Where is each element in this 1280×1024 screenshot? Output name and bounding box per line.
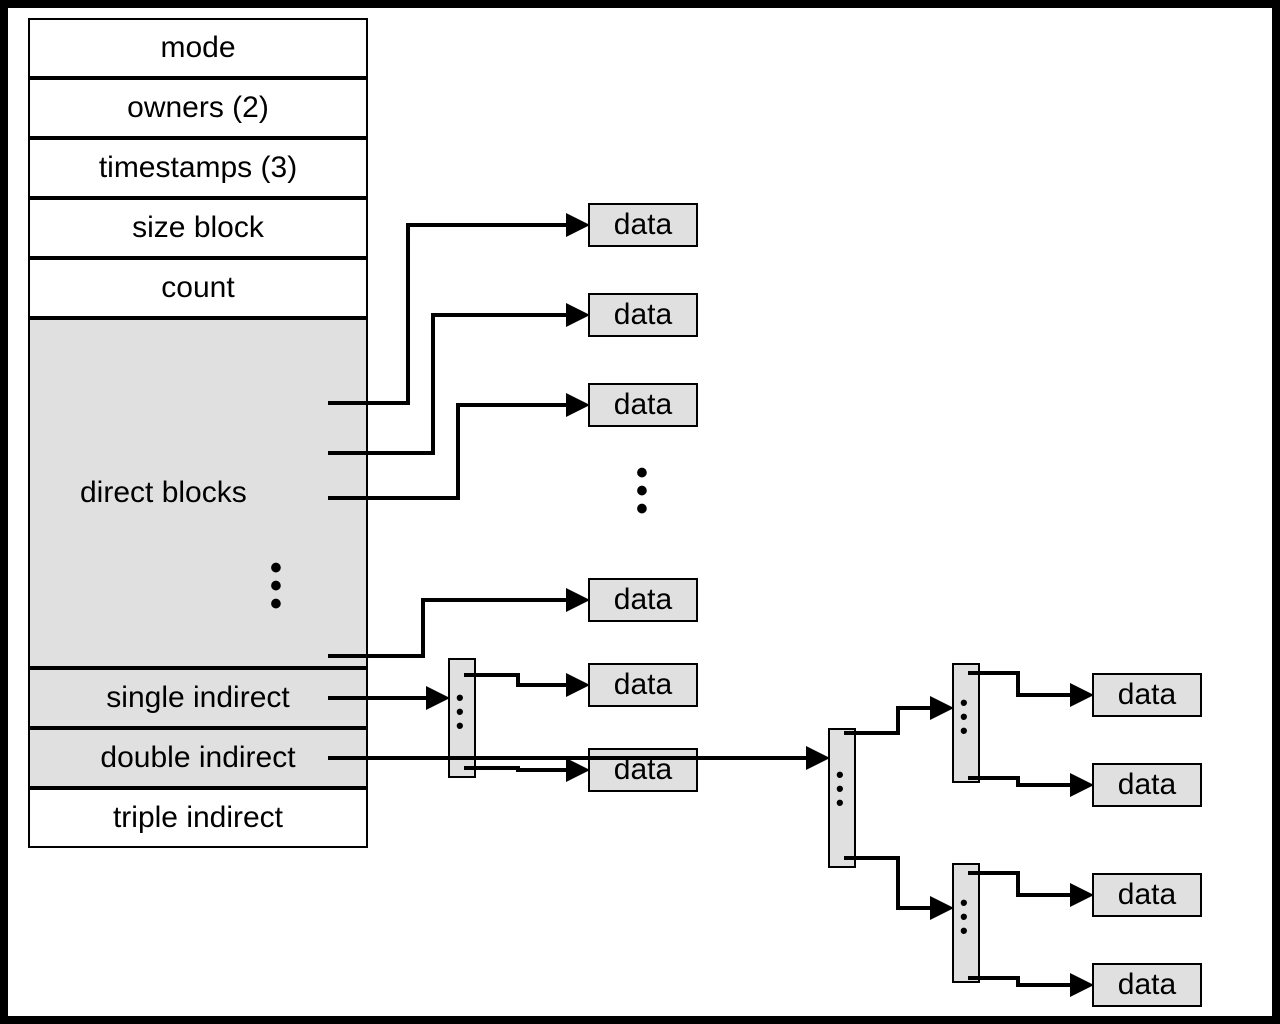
label: single indirect <box>106 681 289 715</box>
dots-icon: ••• <box>836 770 844 812</box>
inode-cell-single-indirect: single indirect <box>28 668 368 728</box>
label: direct blocks <box>80 476 247 510</box>
label: data <box>614 298 672 332</box>
label: timestamps (3) <box>99 151 297 185</box>
label: owners (2) <box>127 91 269 125</box>
data-box: data <box>1092 873 1202 917</box>
dots-icon: ••• <box>960 898 968 940</box>
label: data <box>1118 768 1176 802</box>
inode-cell-timestamps: timestamps (3) <box>28 138 368 198</box>
data-box: data <box>588 663 698 707</box>
label: data <box>614 753 672 787</box>
diagram-canvas: mode owners (2) timestamps (3) size bloc… <box>0 0 1280 1024</box>
data-box: data <box>1092 763 1202 807</box>
label: triple indirect <box>113 801 283 835</box>
inode-cell-size-block: size block <box>28 198 368 258</box>
data-box: data <box>588 293 698 337</box>
dots-icon: ••• <box>636 468 648 522</box>
label: mode <box>160 31 235 65</box>
data-box: data <box>1092 963 1202 1007</box>
data-box: data <box>1092 673 1202 717</box>
label: size block <box>132 211 264 245</box>
label: data <box>614 668 672 702</box>
data-box: data <box>588 578 698 622</box>
label: data <box>614 583 672 617</box>
label: data <box>614 388 672 422</box>
inode-cell-count: count <box>28 258 368 318</box>
data-box: data <box>588 748 698 792</box>
data-box: data <box>588 383 698 427</box>
inode-cell-triple-indirect: triple indirect <box>28 788 368 848</box>
label: data <box>1118 878 1176 912</box>
inode-cell-double-indirect: double indirect <box>28 728 368 788</box>
label: count <box>161 271 234 305</box>
label: data <box>614 208 672 242</box>
label: double indirect <box>100 741 295 775</box>
inode-cell-owners: owners (2) <box>28 78 368 138</box>
label: data <box>1118 678 1176 712</box>
data-box: data <box>588 203 698 247</box>
dots-icon: ••• <box>270 563 282 617</box>
dots-icon: ••• <box>960 698 968 740</box>
inode-cell-direct-blocks: direct blocks <box>28 318 368 668</box>
inode-cell-mode: mode <box>28 18 368 78</box>
label: data <box>1118 968 1176 1002</box>
dots-icon: ••• <box>456 693 464 735</box>
